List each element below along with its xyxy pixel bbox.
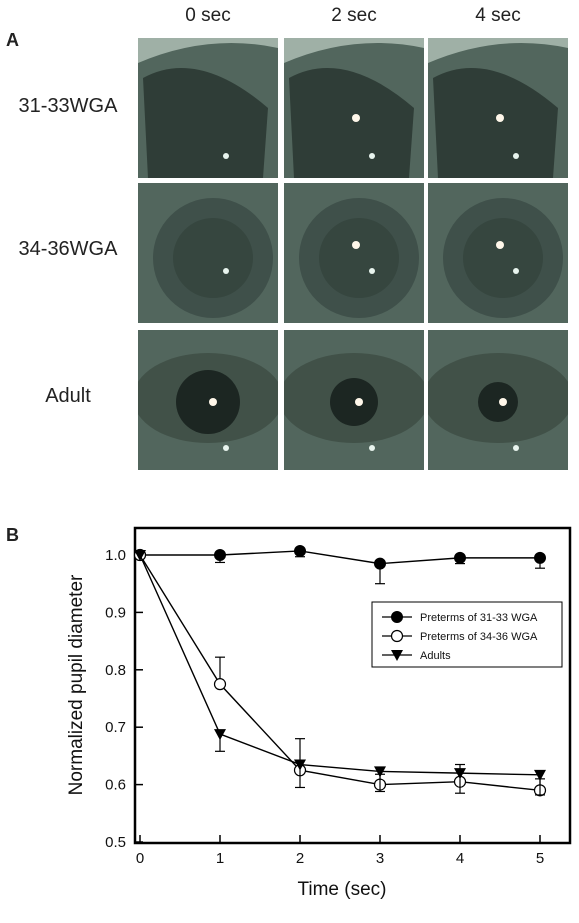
x-tick-label: 0 bbox=[136, 850, 144, 867]
legend-marker bbox=[391, 650, 403, 661]
plot-frame bbox=[133, 526, 572, 845]
y-tick-label: 0.5 bbox=[105, 834, 126, 851]
series-1 bbox=[133, 548, 547, 797]
legend-marker bbox=[391, 611, 403, 623]
row-label-31-33wga: 31-33WGA bbox=[18, 95, 118, 117]
legend-label: Preterms of 31-33 WGA bbox=[420, 612, 538, 624]
y-tick-label: 0.9 bbox=[105, 604, 126, 621]
pupil-diameter-chart: Normalized pupil diameter Time (sec) 0 1 2… bbox=[66, 526, 572, 900]
column-label-0-sec: 0 sec bbox=[185, 5, 231, 26]
eye-photo bbox=[138, 38, 278, 178]
data-point bbox=[214, 729, 226, 741]
data-point bbox=[534, 769, 546, 781]
y-tick-label: 0.7 bbox=[105, 719, 126, 736]
x-tick-label: 2 bbox=[296, 850, 304, 867]
eye-photo bbox=[138, 330, 278, 470]
column-label-4-sec: 4 sec bbox=[475, 5, 521, 26]
series-line bbox=[139, 554, 541, 776]
series-line bbox=[140, 550, 540, 565]
data-point bbox=[134, 550, 146, 561]
legend-box bbox=[371, 601, 563, 668]
legend-label: Preterms of 34-36 WGA bbox=[420, 631, 538, 643]
data-point bbox=[294, 759, 306, 771]
data-point bbox=[374, 557, 386, 570]
eye-photo bbox=[138, 183, 278, 323]
row-label-adult: Adult bbox=[45, 385, 91, 407]
legend: Preterms of 31-33 WGA Preterms of 34-36 W… bbox=[371, 601, 563, 668]
eye-photo bbox=[284, 38, 424, 178]
data-point bbox=[454, 768, 466, 780]
panel-b-letter: B bbox=[6, 525, 19, 545]
data-point bbox=[534, 551, 546, 564]
series-line bbox=[139, 554, 541, 792]
y-tick-label: 0.8 bbox=[105, 662, 126, 679]
column-label-2-sec: 2 sec bbox=[331, 5, 377, 26]
legend-marker bbox=[390, 629, 404, 643]
x-tick-label: 5 bbox=[536, 850, 544, 867]
data-point bbox=[213, 678, 227, 691]
row-label-34-36wga: 34-36WGA bbox=[18, 238, 118, 260]
x-tick-label: 4 bbox=[456, 850, 464, 867]
eye-photo bbox=[284, 330, 424, 470]
data-point bbox=[294, 544, 306, 557]
eye-photo bbox=[428, 330, 568, 470]
y-axis-label: Normalized pupil diameter bbox=[66, 574, 87, 795]
y-tick-label: 1.0 bbox=[105, 547, 126, 564]
data-point bbox=[454, 551, 466, 564]
y-tick-label: 0.6 bbox=[105, 777, 126, 794]
eye-photo bbox=[428, 38, 568, 178]
x-tick-label: 3 bbox=[376, 850, 384, 867]
data-point bbox=[214, 549, 226, 561]
legend-label: Adults bbox=[420, 650, 451, 662]
x-tick-label: 1 bbox=[216, 850, 224, 867]
series-2 bbox=[134, 550, 546, 796]
x-axis-label: Time (sec) bbox=[297, 879, 386, 900]
data-point bbox=[374, 766, 386, 778]
panel-a-letter: A bbox=[6, 30, 19, 50]
series-0 bbox=[134, 544, 546, 585]
eye-photo bbox=[428, 183, 568, 323]
eye-photo bbox=[284, 183, 424, 323]
